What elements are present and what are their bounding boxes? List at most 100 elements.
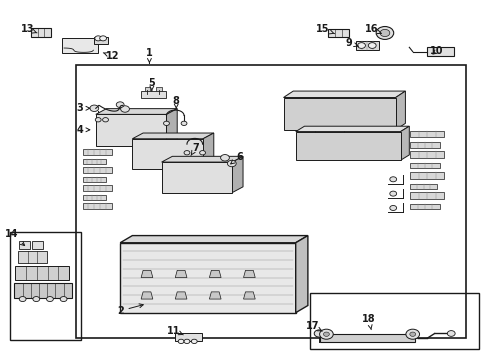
Circle shape bbox=[183, 150, 189, 155]
Text: 12: 12 bbox=[103, 51, 120, 61]
Circle shape bbox=[314, 330, 324, 337]
Bar bbox=[18, 251, 47, 263]
Polygon shape bbox=[96, 109, 177, 114]
Bar bbox=[82, 159, 106, 164]
Circle shape bbox=[60, 297, 67, 302]
Text: 4: 4 bbox=[76, 125, 90, 135]
Text: 1: 1 bbox=[146, 48, 152, 63]
Bar bbox=[144, 87, 150, 91]
Circle shape bbox=[102, 118, 108, 122]
Bar bbox=[141, 91, 165, 98]
Polygon shape bbox=[141, 270, 153, 278]
Circle shape bbox=[178, 339, 183, 343]
Polygon shape bbox=[161, 156, 243, 162]
Text: 9: 9 bbox=[345, 38, 358, 48]
Bar bbox=[427, 47, 453, 56]
Bar bbox=[409, 131, 444, 137]
Polygon shape bbox=[243, 270, 255, 278]
Circle shape bbox=[199, 150, 205, 155]
Circle shape bbox=[357, 42, 365, 48]
Bar bbox=[409, 192, 444, 199]
Polygon shape bbox=[141, 292, 153, 299]
Bar bbox=[10, 232, 81, 339]
Bar bbox=[409, 184, 436, 189]
Bar bbox=[82, 195, 106, 200]
Polygon shape bbox=[132, 133, 213, 139]
Bar bbox=[409, 204, 439, 209]
Circle shape bbox=[33, 297, 40, 302]
Polygon shape bbox=[96, 114, 166, 146]
Bar bbox=[175, 333, 202, 341]
Text: 2: 2 bbox=[117, 304, 143, 316]
Circle shape bbox=[19, 297, 26, 302]
Polygon shape bbox=[166, 109, 177, 146]
Polygon shape bbox=[400, 126, 408, 160]
Bar bbox=[82, 177, 106, 182]
Bar bbox=[328, 30, 348, 37]
Polygon shape bbox=[295, 132, 400, 160]
Circle shape bbox=[100, 36, 106, 41]
Circle shape bbox=[409, 332, 415, 336]
Bar bbox=[14, 283, 72, 298]
Text: 8: 8 bbox=[172, 96, 179, 109]
Text: 14: 14 bbox=[5, 229, 24, 246]
Bar bbox=[409, 172, 444, 179]
Polygon shape bbox=[295, 235, 307, 313]
Polygon shape bbox=[232, 156, 243, 193]
Circle shape bbox=[121, 106, 129, 112]
Circle shape bbox=[116, 102, 124, 108]
Bar bbox=[94, 37, 108, 44]
Polygon shape bbox=[120, 235, 307, 243]
Circle shape bbox=[375, 27, 393, 40]
Circle shape bbox=[447, 330, 454, 336]
Circle shape bbox=[90, 105, 99, 112]
Text: 6: 6 bbox=[230, 152, 243, 164]
Bar bbox=[315, 128, 344, 139]
Circle shape bbox=[319, 329, 332, 339]
Bar bbox=[19, 241, 30, 249]
Text: 3: 3 bbox=[76, 103, 90, 113]
Circle shape bbox=[227, 160, 236, 167]
Bar bbox=[82, 167, 112, 173]
Circle shape bbox=[379, 30, 389, 37]
Polygon shape bbox=[283, 98, 395, 130]
Text: 13: 13 bbox=[20, 24, 37, 35]
Bar bbox=[15, 266, 69, 280]
Text: 17: 17 bbox=[305, 321, 322, 331]
Circle shape bbox=[95, 36, 102, 41]
Circle shape bbox=[163, 121, 169, 126]
Bar bbox=[120, 243, 295, 313]
Bar bbox=[76, 65, 466, 338]
Polygon shape bbox=[295, 126, 408, 132]
Text: 18: 18 bbox=[361, 314, 375, 330]
Polygon shape bbox=[209, 292, 221, 299]
Circle shape bbox=[46, 297, 53, 302]
Text: 5: 5 bbox=[148, 78, 155, 91]
Bar bbox=[409, 151, 444, 158]
Text: 15: 15 bbox=[315, 24, 334, 35]
Bar bbox=[82, 203, 112, 209]
Text: 10: 10 bbox=[429, 46, 443, 56]
Polygon shape bbox=[175, 270, 186, 278]
Polygon shape bbox=[395, 91, 405, 130]
Bar bbox=[409, 142, 439, 148]
Bar bbox=[320, 334, 414, 342]
Circle shape bbox=[183, 339, 189, 343]
Polygon shape bbox=[203, 133, 213, 169]
Bar bbox=[82, 149, 112, 155]
Bar bbox=[379, 29, 384, 37]
Polygon shape bbox=[161, 162, 232, 193]
Circle shape bbox=[405, 329, 419, 339]
Bar bbox=[61, 39, 98, 53]
Text: 16: 16 bbox=[364, 24, 380, 35]
Circle shape bbox=[191, 339, 197, 343]
Circle shape bbox=[367, 42, 375, 48]
Text: 11: 11 bbox=[167, 325, 183, 336]
Polygon shape bbox=[243, 292, 255, 299]
Bar bbox=[32, 241, 43, 249]
Bar bbox=[409, 163, 439, 168]
Bar bbox=[31, 28, 51, 37]
Circle shape bbox=[323, 332, 329, 336]
Polygon shape bbox=[283, 91, 405, 98]
Bar bbox=[355, 41, 378, 50]
